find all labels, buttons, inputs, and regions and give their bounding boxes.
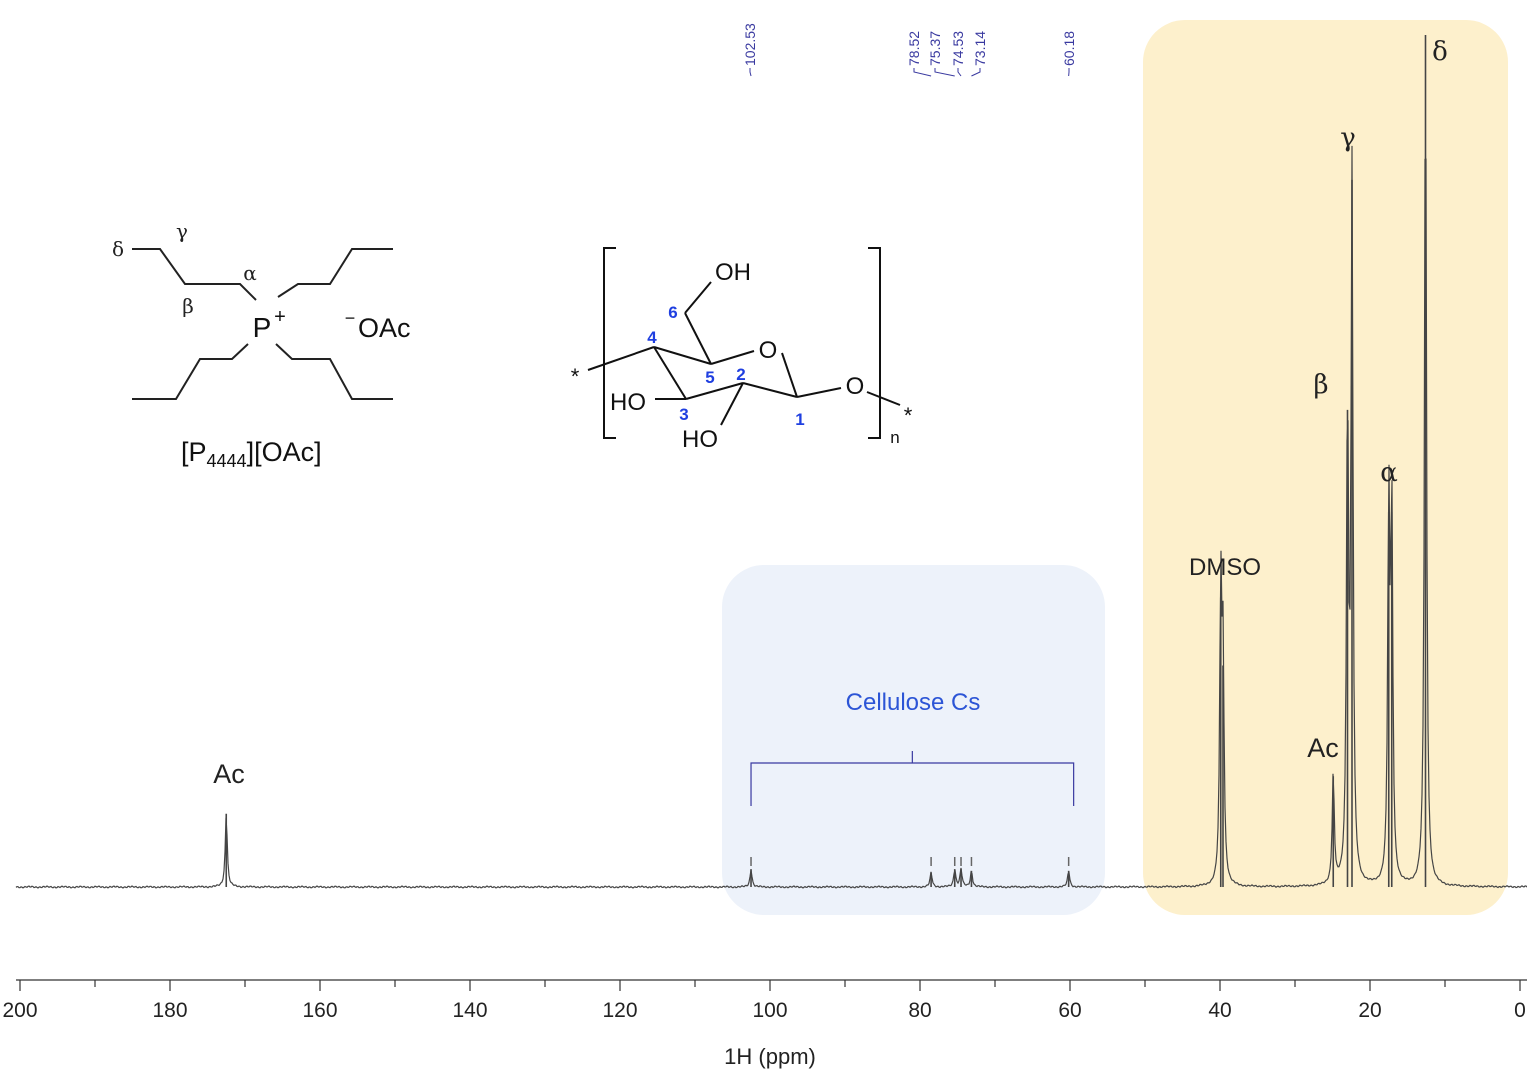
peak-ticks: [225, 35, 1427, 887]
peak-label-alpha: α: [1380, 458, 1398, 488]
il-anion-label: OAc: [358, 313, 411, 343]
il-phosphorus-label: P: [253, 312, 272, 343]
peak-pick-connector-1: [913, 68, 932, 77]
il-name-close: ][OAc]: [247, 437, 322, 467]
cellulose-carbon-6: 6: [668, 303, 677, 322]
peak-label-dmso: DMSO: [1189, 554, 1261, 581]
x-axis-tick-label-160: 160: [302, 999, 337, 1022]
il-gamma-label: γ: [176, 219, 188, 243]
ionic-liquid-region-highlight: [1143, 20, 1508, 915]
cellulose-bracket: [750, 751, 1075, 806]
x-axis-ticks: 200 180 160 140 120 100 80 60 40 20 0: [2, 980, 1526, 1022]
peak-picks: 102.53 78.52 75.37 74.53 73.14 60.18: [742, 23, 1077, 77]
il-plus-charge: +: [274, 306, 286, 328]
cellulose-carbon-2: 2: [736, 365, 745, 384]
peak-label-delta: δ: [1432, 37, 1448, 67]
peak-pick-connector-2: [934, 68, 955, 77]
cellulose-ho-bottom: HO: [682, 426, 718, 453]
cellulose-carbon-4: 4: [647, 328, 657, 347]
x-axis-tick-label-200: 200: [2, 999, 37, 1022]
x-axis-tick-label-60: 60: [1058, 999, 1081, 1022]
cellulose-star-left: *: [571, 364, 580, 389]
x-axis-tick-label-40: 40: [1208, 999, 1231, 1022]
peak-pick-connector-4: [971, 68, 981, 77]
spectrum-trace: [15, 145, 1527, 889]
x-axis-label: 1H (ppm): [724, 1044, 816, 1069]
x-axis-tick-label-120: 120: [602, 999, 637, 1022]
il-compound-name: [P4444][OAc]: [181, 437, 322, 471]
peak-label-ac-right: Ac: [1307, 733, 1339, 763]
x-axis-tick-label-20: 20: [1358, 999, 1381, 1022]
cellulose-star-right: *: [904, 403, 913, 428]
il-delta-label: δ: [112, 237, 124, 261]
peak-pick-label-2: 75.37: [927, 31, 943, 66]
il-alpha-label: α: [243, 261, 257, 285]
cellulose-link-oxygen: O: [846, 373, 865, 400]
cellulose-ring-oxygen: O: [759, 337, 778, 364]
peak-pick-connector-3: [957, 68, 962, 77]
cellulose-carbon-5: 5: [705, 368, 714, 387]
x-axis-tick-label-0: 0: [1514, 999, 1526, 1022]
x-axis-tick-label-80: 80: [908, 999, 931, 1022]
peak-pick-label-1: 78.52: [906, 31, 922, 66]
il-name-subscript: 4444: [207, 451, 247, 471]
cellulose-oh-top: OH: [715, 259, 751, 286]
peak-pick-label-3: 74.53: [950, 31, 966, 66]
cellulose-repeat-n: n: [890, 428, 899, 447]
cellulose-structure: [587, 247, 901, 439]
peak-label-beta: β: [1313, 370, 1328, 400]
il-anion-minus: −: [345, 308, 356, 328]
il-name-open: [P: [181, 437, 207, 467]
peak-pick-label-4: 73.14: [972, 31, 988, 66]
cellulose-ho-left: HO: [610, 389, 646, 416]
il-beta-label: β: [182, 294, 194, 318]
x-axis-tick-label-100: 100: [752, 999, 787, 1022]
peak-pick-label-0: 102.53: [742, 23, 758, 66]
cellulose-region-highlight: [722, 565, 1105, 915]
peak-pick-connector-0: [749, 68, 752, 77]
region-label-cellulose: Cellulose Cs: [846, 689, 981, 716]
peak-label-ac-left: Ac: [213, 759, 245, 789]
cellulose-carbon-3: 3: [679, 405, 688, 424]
x-axis-tick-label-140: 140: [452, 999, 487, 1022]
x-axis-tick-label-180: 180: [152, 999, 187, 1022]
ionic-liquid-structure: [132, 248, 393, 400]
peak-pick-label-5: 60.18: [1061, 31, 1077, 66]
peak-label-gamma: γ: [1340, 123, 1356, 153]
cellulose-carbon-1: 1: [795, 410, 804, 429]
